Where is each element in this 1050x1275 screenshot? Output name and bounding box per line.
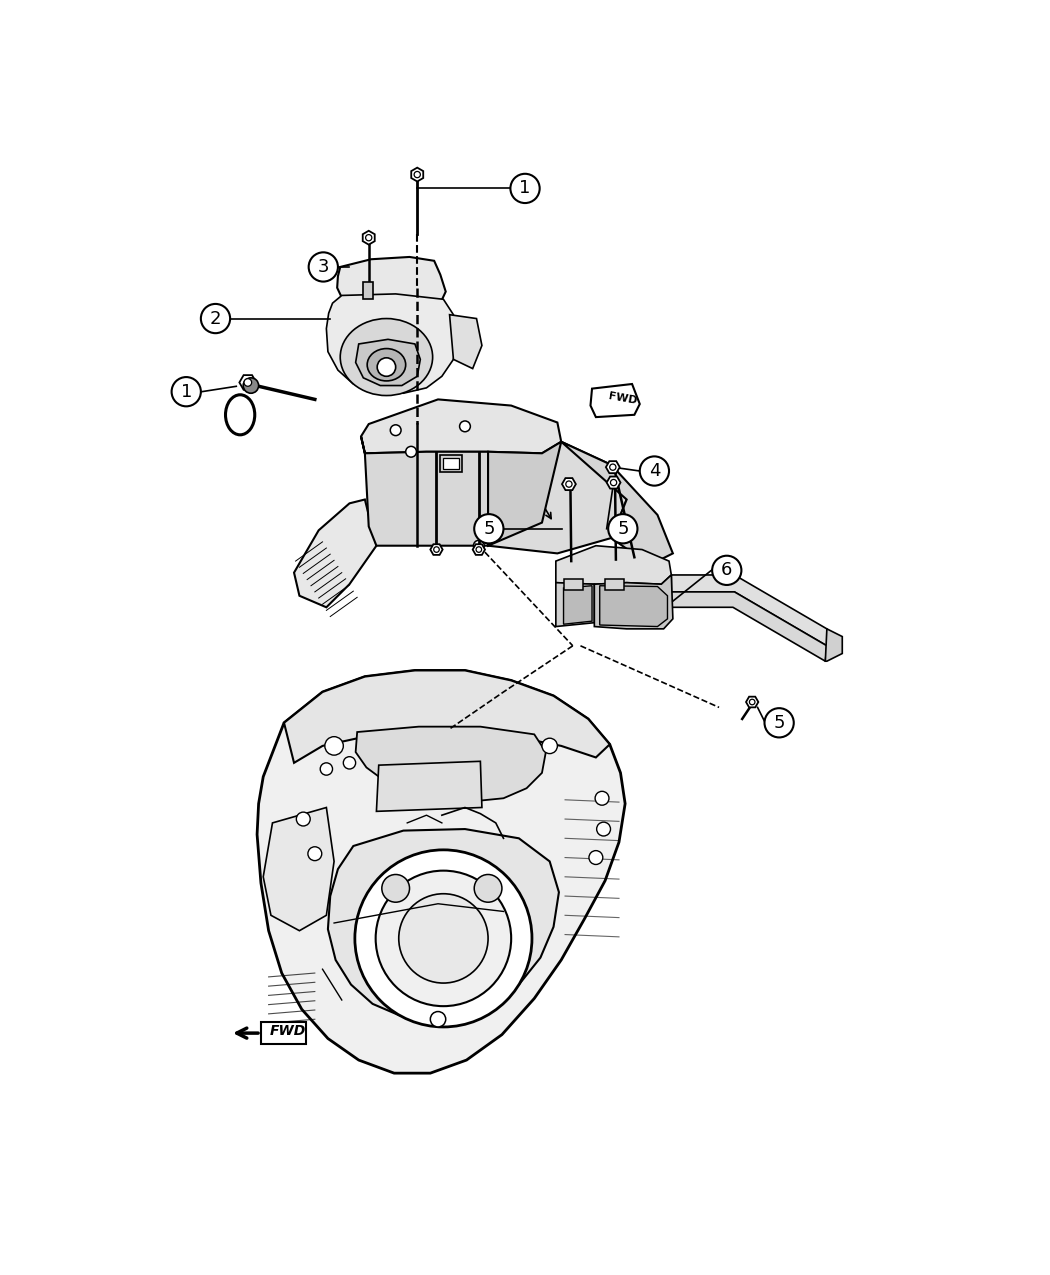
Circle shape [308,847,321,861]
Circle shape [566,481,572,487]
Circle shape [589,850,603,864]
Circle shape [595,792,609,806]
Circle shape [542,738,558,754]
Polygon shape [746,696,758,708]
Circle shape [376,871,511,1006]
Circle shape [596,822,610,836]
Circle shape [201,303,230,333]
Polygon shape [488,441,561,546]
Polygon shape [284,671,610,762]
Circle shape [324,737,343,755]
Circle shape [712,556,741,585]
Polygon shape [362,231,375,245]
Bar [443,458,459,469]
Circle shape [391,425,401,436]
Bar [363,282,373,300]
Polygon shape [606,462,619,473]
Polygon shape [600,585,668,626]
Text: 1: 1 [181,382,192,400]
Circle shape [639,456,669,486]
Circle shape [510,173,540,203]
Circle shape [355,850,532,1026]
Circle shape [343,756,356,769]
Circle shape [475,875,502,903]
Polygon shape [337,258,446,311]
Circle shape [309,252,338,282]
Polygon shape [472,544,485,555]
Circle shape [430,1011,446,1026]
Polygon shape [562,478,575,490]
Text: 1: 1 [520,180,530,198]
Ellipse shape [368,348,405,381]
Polygon shape [361,436,488,546]
Polygon shape [607,477,621,488]
Polygon shape [825,629,842,662]
Bar [440,455,462,472]
Polygon shape [561,441,673,565]
Polygon shape [555,546,671,584]
Polygon shape [671,575,827,646]
Bar [605,579,625,589]
Polygon shape [260,1023,306,1044]
Circle shape [414,171,420,177]
Circle shape [476,547,482,552]
Circle shape [320,762,333,775]
Text: 5: 5 [483,520,495,538]
Polygon shape [412,167,423,181]
Polygon shape [327,295,458,393]
Polygon shape [239,375,256,390]
Polygon shape [356,339,420,385]
Polygon shape [590,384,639,417]
Circle shape [750,699,755,705]
Polygon shape [376,761,482,811]
Text: 6: 6 [721,561,733,579]
Polygon shape [294,500,376,607]
Circle shape [365,235,372,241]
Bar [564,579,583,589]
Polygon shape [488,441,627,553]
Circle shape [434,547,439,552]
Polygon shape [257,671,625,1074]
Polygon shape [555,583,594,626]
Circle shape [244,379,252,386]
Polygon shape [430,544,443,555]
Circle shape [610,479,616,486]
Text: FWD: FWD [270,1024,307,1038]
Polygon shape [356,727,546,802]
Polygon shape [449,315,482,368]
Circle shape [296,812,310,826]
Text: FWD: FWD [607,391,637,405]
Ellipse shape [340,319,433,395]
Circle shape [460,421,470,432]
Circle shape [382,875,410,903]
Text: 3: 3 [317,258,329,275]
Text: 5: 5 [617,520,629,538]
Polygon shape [264,807,334,931]
Circle shape [377,358,396,376]
Circle shape [764,708,794,737]
Circle shape [405,446,417,458]
Circle shape [475,514,504,543]
Polygon shape [361,399,561,454]
Circle shape [171,377,201,407]
Text: 2: 2 [210,310,222,328]
Circle shape [399,894,488,983]
Text: 5: 5 [774,714,785,732]
Circle shape [244,377,258,393]
Polygon shape [594,575,673,629]
Polygon shape [564,585,592,625]
Circle shape [608,514,637,543]
Text: 4: 4 [649,462,660,479]
Circle shape [610,464,616,470]
Polygon shape [671,592,827,662]
Circle shape [474,541,484,551]
Polygon shape [328,829,559,1019]
